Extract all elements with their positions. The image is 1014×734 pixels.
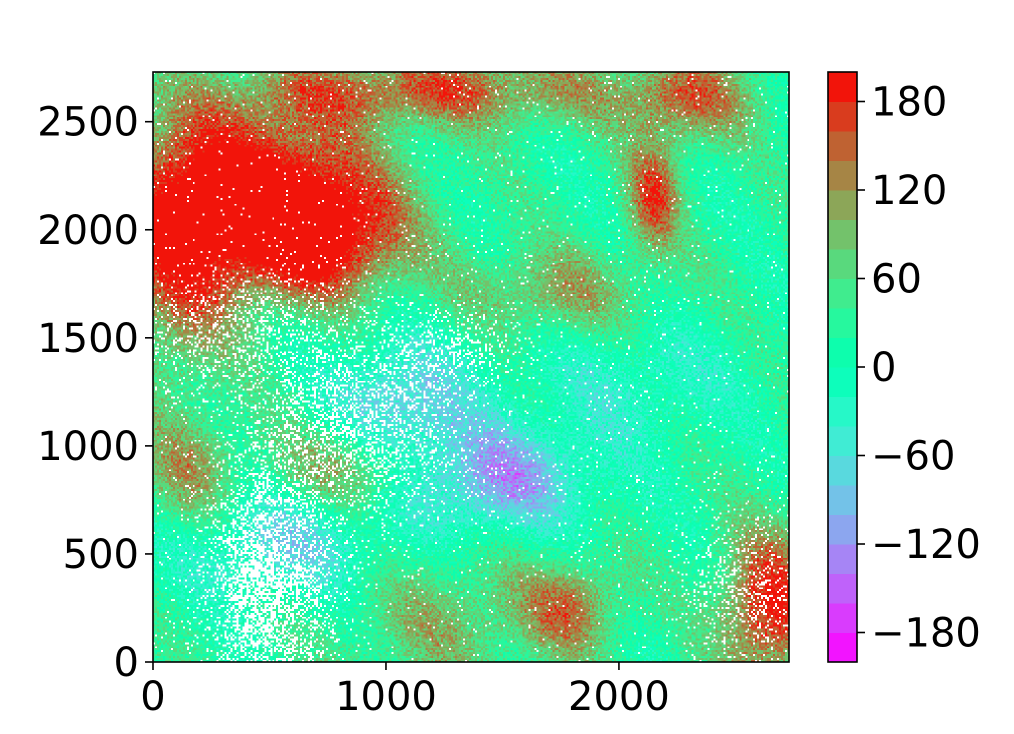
colorbar-level: [828, 632, 857, 663]
x-tick-label: 2000: [568, 674, 670, 720]
y-tick-label: 500: [63, 532, 139, 578]
colorbar-level: [828, 249, 857, 279]
x-tick-label: 0: [140, 674, 165, 720]
colorbar-level: [828, 514, 857, 545]
colorbar-tick-label: −60: [871, 434, 955, 480]
colorbar-level: [828, 72, 857, 102]
colorbar-level: [828, 485, 857, 515]
colorbar-level: [828, 573, 857, 604]
colorbar-level: [828, 278, 857, 309]
colorbar-axis: 180 120 60 0 −60 −120 −180: [857, 80, 981, 657]
colorbar-tick-label: 60: [871, 257, 922, 303]
colorbar-level: [828, 308, 857, 338]
colorbar-level: [828, 190, 857, 220]
colorbar-level: [828, 603, 857, 633]
y-axis: 0 500 1000 1500 2000 2500: [37, 100, 153, 686]
colorbar-level: [828, 396, 857, 427]
colorbar-tick-label: 180: [871, 80, 947, 126]
colorbar-level: [828, 219, 857, 250]
y-tick-label: 2000: [37, 208, 139, 254]
colorbar-tick-label: 0: [871, 345, 896, 391]
colorbar-level: [828, 426, 857, 456]
colorbar-level: [828, 337, 857, 368]
x-axis: 0 1000 2000: [140, 662, 670, 720]
y-tick-label: 2500: [37, 100, 139, 146]
y-tick-label: 0: [114, 640, 139, 686]
colorbar-tick-label: 120: [871, 168, 947, 214]
colorbar-tick-label: −120: [871, 522, 981, 568]
colorbar-level: [828, 101, 857, 132]
colorbar-tick-label: −180: [871, 611, 981, 657]
y-tick-label: 1500: [37, 316, 139, 362]
colorbar-level: [828, 455, 857, 486]
colorbar-level: [828, 544, 857, 574]
heatmap-image: [153, 72, 789, 662]
colorbar: 180 120 60 0 −60 −120 −180: [827, 71, 981, 663]
colorbar-levels: [828, 72, 857, 663]
x-tick-label: 1000: [335, 674, 437, 720]
colorbar-level: [828, 367, 857, 397]
colorbar-level: [828, 160, 857, 191]
y-tick-label: 1000: [37, 424, 139, 470]
plot-frame: [152, 71, 790, 663]
plot-area: [152, 71, 790, 663]
colorbar-level: [828, 131, 857, 161]
